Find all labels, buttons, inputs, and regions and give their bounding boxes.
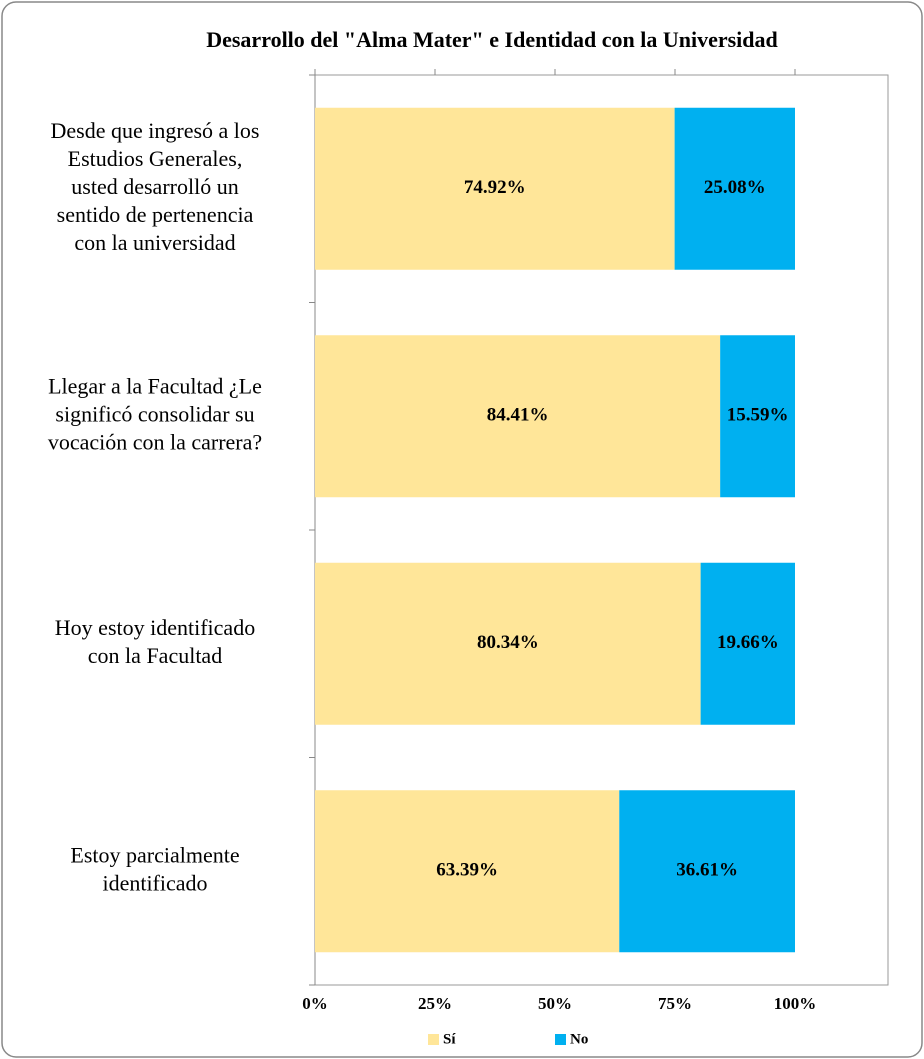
y-tick-label: Hoy estoy identificado con la Facultad [55, 615, 255, 668]
data-label: 36.61% [676, 860, 738, 881]
data-label: 19.66% [717, 632, 779, 653]
bar-segment [315, 335, 721, 498]
x-tick-label: 75% [658, 994, 692, 1013]
data-label: 63.39% [436, 860, 498, 881]
legend-label: No [570, 1031, 588, 1047]
bar-segment [315, 107, 675, 270]
legend-label: Sí [443, 1031, 456, 1047]
bar-segment [700, 562, 795, 725]
bar-segment [619, 790, 795, 953]
data-label: 25.08% [704, 177, 766, 198]
data-label: 84.41% [487, 405, 549, 426]
x-tick-label: 100% [774, 994, 817, 1013]
bar-segment [674, 107, 795, 270]
data-label: 15.59% [727, 405, 789, 426]
x-tick-label: 25% [418, 994, 452, 1013]
bar-segment [315, 562, 701, 725]
bar-segment [315, 790, 620, 953]
legend-swatch [555, 1034, 566, 1045]
y-tick-label: Desde que ingresó a los Estudios Generale… [51, 118, 260, 255]
chart-title: Desarrollo del "Alma Mater" e Identidad … [206, 27, 778, 52]
y-tick-label: Estoy parcialmente identificado [70, 842, 239, 895]
y-tick-label: Llegar a la Facultad ¿Le significó consol… [48, 373, 262, 454]
x-tick-label: 0% [302, 994, 328, 1013]
x-tick-label: 50% [538, 994, 572, 1013]
data-label: 80.34% [477, 632, 539, 653]
bar-segment [720, 335, 795, 498]
data-label: 74.92% [464, 177, 526, 198]
legend-swatch [428, 1034, 439, 1045]
